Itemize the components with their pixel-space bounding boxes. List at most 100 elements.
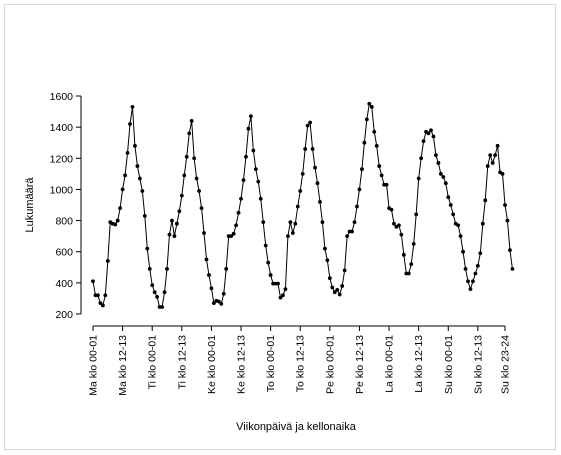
data-point [495,143,500,148]
data-point [283,287,288,291]
data-point [202,231,206,235]
data-point [170,218,174,223]
data-point [172,234,177,239]
data-point [463,266,468,271]
x-tick-label: Ma klo 12-13 [117,335,129,396]
data-point [352,220,357,225]
x-tick-label: Ma klo 00-01 [88,335,100,396]
data-point [98,301,103,305]
data-point [505,218,510,223]
data-point [256,179,261,184]
data-point [130,105,135,109]
data-point [379,173,384,178]
data-point [145,246,150,251]
data-point [160,305,164,309]
x-axis: Ma klo 00-01 Ma klo 12-13 Ti klo 00-01 Ti k… [88,325,512,396]
data-point [187,131,192,136]
data-point [399,232,404,237]
data-point [288,220,293,225]
data-point [224,266,229,271]
data-point [244,154,248,159]
data-point [508,248,512,253]
x-tick-label: La klo 00-01 [384,335,396,393]
data-point [480,221,485,226]
data-point [392,221,396,226]
data-point [268,273,273,277]
data-point [436,161,441,165]
data-point [345,234,350,239]
data-point [150,283,155,288]
x-axis-title: Viikonpäivä ja kellonaika [236,421,357,433]
data-point [123,173,127,178]
data-point [300,171,305,176]
data-point [389,207,394,212]
data-point [295,204,300,209]
data-point [485,164,490,168]
data-point [337,292,342,297]
data-point [221,291,226,296]
data-point [261,220,266,225]
data-point [330,285,335,290]
data-point [174,221,179,226]
data-point [350,229,354,234]
data-point [142,214,147,218]
x-tick-label: Ke klo 12-13 [236,335,248,394]
data-point [426,131,431,136]
y-tick-label: 800 [55,216,73,228]
data-point [286,234,290,239]
data-point [298,189,303,193]
data-point [293,221,298,226]
data-point [377,164,382,168]
data-point [155,294,160,299]
x-tick-label: To klo 00-01 [265,335,277,392]
data-point [137,176,142,181]
data-point [409,262,414,267]
x-tick-label: Su klo 12-13 [472,335,484,394]
data-point [308,120,312,125]
data-point [416,176,421,181]
data-point [456,223,461,228]
x-tick-label: Ke klo 00-01 [206,335,218,394]
data-point [360,167,364,172]
data-point [372,129,377,134]
data-point [355,204,359,209]
data-point [443,181,448,186]
x-tick-label: Pe klo 12-13 [354,335,366,394]
chart-frame [4,4,556,450]
data-point [263,243,268,248]
data-point [367,101,372,106]
series-layer [91,101,515,309]
data-point [236,210,241,215]
data-point [192,156,197,161]
data-point [239,196,243,201]
data-point [335,287,340,292]
data-point [503,203,507,207]
y-axis: 200 400 600 800 1000 1200 1400 1600 [50,91,82,321]
data-point [466,279,470,284]
data-point [276,281,280,286]
data-point [323,246,327,251]
data-point [419,156,424,161]
data-point [320,220,325,225]
data-point [510,266,515,271]
data-point [207,273,211,277]
data-point [211,301,216,305]
x-tick-label: To klo 12-13 [295,335,307,392]
data-point [125,150,130,155]
data-point [357,187,362,192]
data-point [493,153,498,158]
data-point [434,153,438,158]
data-point [253,167,258,172]
data-point [199,206,204,211]
data-point [91,279,95,284]
data-point [189,119,194,123]
data-point [248,114,253,119]
data-point [411,242,416,246]
data-point [318,199,322,204]
data-point [165,266,169,271]
data-point [204,257,209,262]
data-point [446,195,451,200]
data-point [384,182,389,187]
data-point [167,232,172,237]
data-point [397,223,401,228]
